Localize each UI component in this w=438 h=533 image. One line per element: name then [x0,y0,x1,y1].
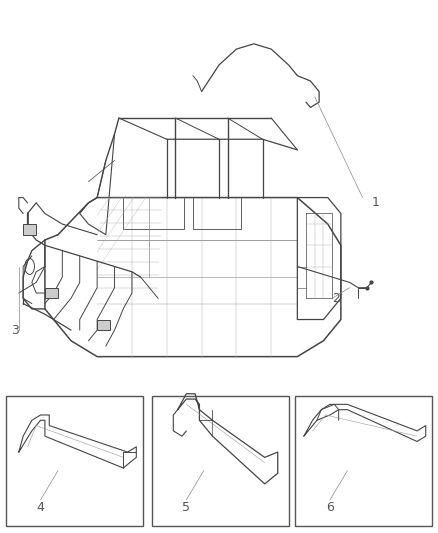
Text: 3: 3 [11,324,19,337]
Bar [23,224,36,235]
Text: 4: 4 [37,501,45,514]
Bar [152,397,289,526]
Bar [45,288,58,298]
Text: 2: 2 [332,292,340,305]
Bar [295,397,432,526]
Text: 5: 5 [182,501,191,514]
Text: 6: 6 [326,501,334,514]
Bar [6,397,143,526]
Text: 1: 1 [371,196,379,209]
Bar [97,319,110,330]
